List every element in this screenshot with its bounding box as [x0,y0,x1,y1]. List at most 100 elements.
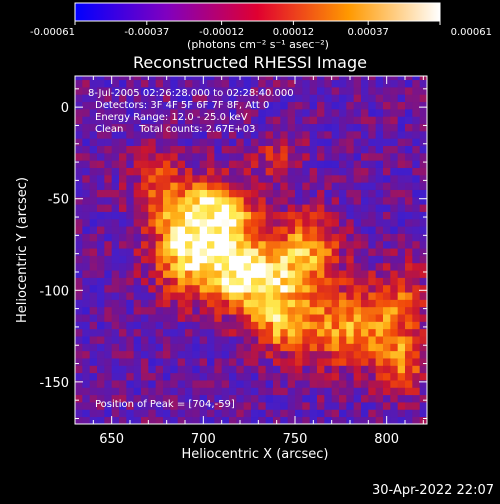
heatmap-pixel [104,358,113,366]
heatmap-pixel [104,196,113,205]
colorbar-tick-label: -0.00012 [199,27,244,38]
heatmap-pixel [141,248,149,256]
heatmap-pixel [390,343,399,352]
heatmap-pixel [397,416,406,424]
heatmap-pixel [361,76,369,81]
heatmap-pixel [229,240,237,249]
heatmap-pixel [192,372,201,381]
heatmap-pixel [207,328,215,337]
heatmap-pixel [353,218,362,227]
heatmap-pixel [221,306,230,315]
heatmap-pixel [353,248,362,256]
heatmap-pixel [390,380,399,388]
heatmap-pixel [324,79,333,88]
heatmap-pixel [273,182,281,190]
heatmap-pixel [97,145,105,154]
heatmap-pixel [207,402,215,410]
heatmap-pixel [229,409,237,418]
heatmap-pixel [243,145,252,154]
heatmap-pixel [221,343,230,352]
heatmap-pixel [309,240,318,249]
heatmap-pixel [236,204,245,212]
heatmap-pixel [229,372,237,381]
heatmap-pixel [177,138,186,146]
heatmap-pixel [133,86,142,95]
heatmap-pixel [302,416,311,424]
heatmap-pixel [104,255,113,264]
heatmap-pixel [126,204,135,212]
heatmap-pixel [309,182,318,190]
heatmap-pixel [185,380,193,388]
heatmap-pixel [390,211,399,220]
heatmap-pixel [155,365,164,374]
heatmap-pixel [287,328,296,337]
heatmap-pixel [346,174,355,183]
heatmap-pixel [258,306,267,315]
heatmap-pixel [177,116,186,125]
heatmap-pixel [119,182,127,190]
heatmap-pixel [405,79,413,88]
heatmap-pixel [419,343,427,352]
heatmap-pixel [346,262,355,271]
heatmap-pixel [199,372,208,381]
heatmap-pixel [353,255,362,264]
heatmap-pixel [405,306,413,315]
heatmap-pixel [419,262,427,271]
heatmap-pixel [192,218,201,227]
heatmap-pixel [251,343,259,352]
heatmap-pixel [280,394,289,403]
heatmap-pixel [251,167,259,176]
heatmap-pixel [295,101,303,110]
heatmap-pixel [199,306,208,315]
heatmap-pixel [265,270,274,278]
heatmap-pixel [339,248,347,256]
heatmap-pixel [287,79,296,88]
heatmap-pixel [302,174,311,183]
heatmap-pixel [375,365,384,374]
heatmap-pixel [163,372,171,381]
heatmap-pixel [185,365,193,374]
heatmap-pixel [273,365,281,374]
heatmap-pixel [368,167,377,176]
heatmap-pixel [82,182,91,190]
heatmap-pixel [141,233,149,242]
heatmap-pixel [302,240,311,249]
heatmap-pixel [280,167,289,176]
heatmap-pixel [104,284,113,293]
heatmap-pixel [361,292,369,300]
heatmap-pixel [331,79,340,88]
heatmap-pixel [302,167,311,176]
heatmap-pixel [361,365,369,374]
heatmap-pixel [75,255,83,264]
heatmap-pixel [163,343,171,352]
heatmap-pixel [177,306,186,315]
heatmap-pixel [126,240,135,249]
heatmap-pixel [133,174,142,183]
heatmap-pixel [273,284,281,293]
heatmap-pixel [111,321,120,330]
heatmap-pixel [155,394,164,403]
heatmap-pixel [243,86,252,95]
heatmap-pixel [295,277,303,286]
heatmap-pixel [412,277,421,286]
heatmap-pixel [280,321,289,330]
heatmap-pixel [170,116,179,125]
heatmap-pixel [273,380,281,388]
heatmap-pixel [331,218,340,227]
heatmap-pixel [346,79,355,88]
heatmap-pixel [383,167,391,176]
heatmap-pixel [346,108,355,117]
heatmap-pixel [317,145,325,154]
heatmap-pixel [265,233,274,242]
heatmap-pixel [317,343,325,352]
heatmap-pixel [353,182,362,190]
heatmap-pixel [177,76,186,81]
heatmap-pixel [236,270,245,278]
info-annotations: 8-Jul-2005 02:26:28.000 to 02:28:40.000 … [88,88,294,135]
heatmap-pixel [185,336,193,344]
heatmap-pixel [97,358,105,366]
heatmap-pixel [82,328,91,337]
heatmap-pixel [317,152,325,161]
colorbar-units-label: (photons cm⁻² s⁻¹ asec⁻²) [187,38,329,51]
heatmap-pixel [273,79,281,88]
